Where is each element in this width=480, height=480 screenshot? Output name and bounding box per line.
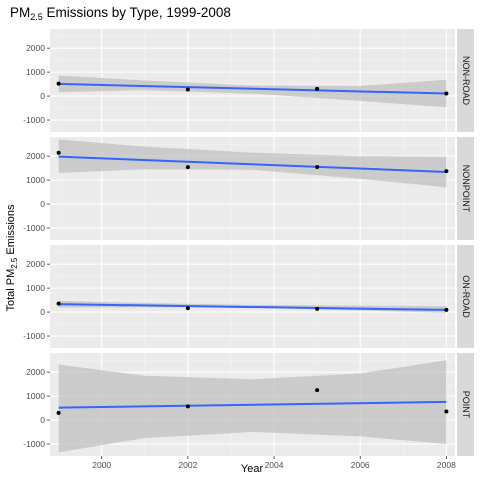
- x-tick-label: 2002: [178, 460, 197, 470]
- data-point: [315, 165, 320, 170]
- chart-title: PM2.5 Emissions by Type, 1999-2008: [10, 5, 231, 22]
- facet-panel-on-road: -1000 0 1000 2000 ON-ROAD: [23, 245, 474, 348]
- y-tick-label: 2000: [26, 151, 45, 161]
- facet-panel-point: -1000 0 1000 2000 POINT: [23, 353, 474, 456]
- y-tick-label: 0: [40, 199, 45, 209]
- data-point: [444, 169, 449, 174]
- x-tick-label: 2008: [437, 460, 456, 470]
- data-point: [185, 87, 190, 92]
- facet-strip: [457, 245, 474, 348]
- y-tick-label: 1000: [26, 175, 45, 185]
- data-point: [315, 388, 320, 393]
- trend-line: [58, 82, 447, 95]
- x-tick-label: 2006: [351, 460, 370, 470]
- y-tick-label: 0: [40, 415, 45, 425]
- data-point: [185, 404, 190, 409]
- facet-panel-nonpoint: -1000 0 1000 2000 NONPOINT: [23, 137, 474, 240]
- panel-background: [50, 245, 455, 348]
- y-axis-title: Total PM2.5 Emissions: [5, 204, 19, 312]
- data-point: [444, 91, 449, 96]
- y-tick-label: 2000: [26, 259, 45, 269]
- data-point: [185, 306, 190, 311]
- facet-strip-label: POINT: [461, 391, 471, 419]
- data-point: [444, 409, 449, 414]
- x-tick-label: 2004: [265, 460, 284, 470]
- y-tick-label: 1000: [26, 391, 45, 401]
- facet-strip: [457, 29, 474, 132]
- facet-panel-non-road: -1000 0 1000 2000 NON-ROAD: [23, 29, 474, 132]
- x-tick-label: 2000: [92, 460, 111, 470]
- y-tick-label: -1000: [23, 115, 45, 125]
- facet-strip-label: ON-ROAD: [461, 275, 471, 318]
- y-tick-label: -1000: [23, 439, 45, 449]
- y-tick-label: -1000: [23, 331, 45, 341]
- confidence-band: [58, 360, 447, 453]
- confidence-band: [58, 75, 447, 108]
- x-axis-title: Year: [241, 463, 264, 475]
- data-point: [56, 301, 61, 306]
- data-point: [444, 307, 449, 312]
- y-tick-label: 1000: [26, 283, 45, 293]
- y-tick-label: 1000: [26, 67, 45, 77]
- data-point: [315, 306, 320, 311]
- y-tick-label: 2000: [26, 367, 45, 377]
- trend-line: [58, 155, 447, 173]
- x-axis: 2000 2002 2004 2006 2008: [92, 456, 456, 470]
- data-point: [315, 86, 320, 91]
- facet-strip: [457, 137, 474, 240]
- y-tick-label: -1000: [23, 223, 45, 233]
- data-point: [56, 410, 61, 415]
- y-tick-label: 0: [40, 91, 45, 101]
- trend-line: [58, 400, 447, 409]
- trend-line: [58, 303, 447, 311]
- y-tick-label: 2000: [26, 43, 45, 53]
- data-point: [56, 150, 61, 155]
- facet-strip-label: NON-ROAD: [461, 56, 471, 105]
- facet-strip-label: NONPOINT: [461, 165, 471, 213]
- y-tick-label: 0: [40, 307, 45, 317]
- facet-panels: -1000 0 1000 2000 NON-ROAD -1000 0 1000 2000 NONP…: [23, 29, 474, 456]
- data-point: [185, 165, 190, 170]
- facet-strip: [457, 353, 474, 456]
- data-point: [56, 81, 61, 86]
